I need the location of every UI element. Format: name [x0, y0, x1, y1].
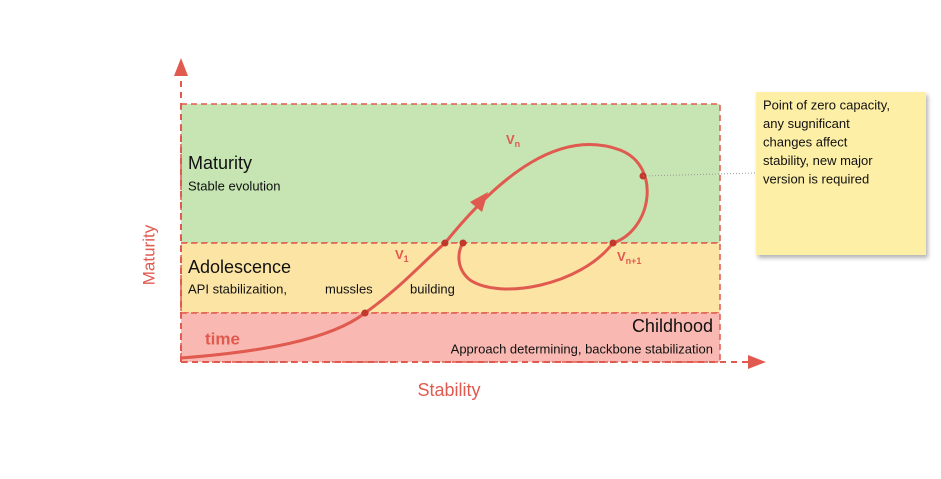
band-subtitle: Stable evolution: [188, 178, 281, 193]
note-connector: [642, 172, 757, 177]
note-line: stability, new major: [763, 153, 873, 168]
point: [441, 239, 449, 247]
band-title: Adolescence: [188, 257, 291, 277]
band-title: Childhood: [632, 316, 713, 336]
note-line: Point of zero capacity,: [763, 97, 890, 112]
label-base: V: [617, 249, 626, 264]
band-adolescence: [180, 242, 721, 314]
band-subtitle: API stabilizaition,: [188, 281, 287, 296]
band-subtitle: building: [410, 281, 455, 296]
y-arrow: [174, 58, 188, 76]
note-line: changes affect: [763, 134, 848, 149]
point: [361, 309, 369, 317]
band-subtitle: Approach determining, backbone stabiliza…: [451, 341, 713, 356]
x-arrow: [748, 355, 766, 369]
label-sub: 1: [404, 254, 409, 264]
y-axis-label: Maturity: [139, 224, 158, 285]
curve-label: time: [205, 329, 240, 348]
x-axis-label: Stability: [417, 380, 480, 400]
label-base: V: [506, 132, 515, 147]
label-sub: n: [515, 139, 521, 149]
note-line: any sugnificant: [763, 116, 850, 131]
band-maturity: [180, 103, 721, 244]
note-line: version is required: [763, 171, 869, 186]
band-subtitle: mussles: [325, 281, 373, 296]
label-base: V: [395, 247, 404, 262]
curve-arrow: [470, 192, 488, 212]
band-title: Maturity: [188, 153, 252, 173]
point-label: Vn: [506, 132, 520, 149]
sticky-note: [756, 92, 926, 255]
point-label: V1: [395, 247, 409, 264]
point-label: Vn+1: [617, 249, 641, 266]
label-sub: n+1: [626, 256, 642, 266]
point: [609, 239, 617, 247]
band-childhood: [180, 312, 721, 363]
point: [459, 239, 467, 247]
note-text: Point of zero capacity, any sugnificant ch…: [763, 97, 890, 186]
